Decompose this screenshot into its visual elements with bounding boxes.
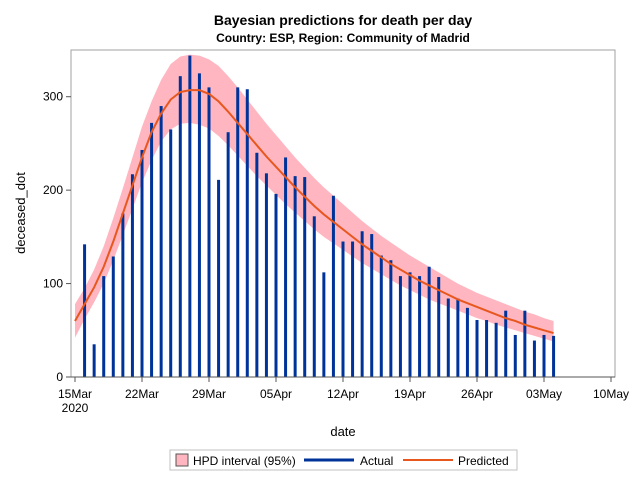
bar-actual: [341, 241, 345, 377]
bar-actual: [513, 334, 517, 377]
y-tick-label: 100: [43, 277, 63, 291]
bar-actual: [351, 241, 355, 377]
line-predicted: [74, 89, 554, 335]
bar-actual: [140, 149, 144, 377]
bar-actual: [293, 176, 297, 377]
bar-actual: [255, 152, 259, 377]
y-tick-label: 200: [43, 183, 63, 197]
bar-actual: [475, 320, 479, 377]
x-tick-sublabel: 2020: [62, 401, 89, 415]
x-tick-label: 19Apr: [394, 387, 426, 401]
chart-title: Bayesian predictions for death per day: [214, 12, 473, 28]
x-tick-label: 22Mar: [125, 387, 159, 401]
x-tick-label: 03May: [526, 387, 562, 401]
bar-actual: [494, 322, 498, 377]
bar-actual: [207, 87, 211, 377]
bar-actual: [532, 340, 536, 377]
x-tick-label: 12Apr: [327, 387, 359, 401]
bar-actual: [398, 276, 402, 377]
legend-frame: [169, 449, 518, 471]
bar-actual: [130, 174, 134, 377]
bar-actual: [150, 122, 154, 377]
bar-actual: [159, 106, 163, 378]
x-tick-label: 26Apr: [461, 387, 493, 401]
bar-actual: [322, 272, 326, 377]
legend: HPD interval (95%) Actual Predicted: [169, 449, 518, 471]
x-tick-label: 29Mar: [192, 387, 226, 401]
bar-actual: [552, 335, 556, 377]
bar-actual: [217, 179, 221, 377]
legend-label-actual: Actual: [360, 454, 393, 468]
y-axis-label: deceased_dot: [13, 172, 28, 254]
bar-actual: [274, 193, 278, 377]
bar-actual: [360, 231, 364, 377]
x-tick-label: 10May: [593, 387, 629, 401]
bar-actual: [446, 298, 450, 377]
bar-actual: [236, 87, 240, 377]
bar-actual: [169, 129, 173, 377]
y-tick-label: 0: [56, 370, 63, 384]
bar-actual: [379, 255, 383, 377]
bar-actual: [465, 307, 469, 377]
bar-actual: [312, 216, 316, 377]
legend-label-predicted: Predicted: [458, 454, 509, 468]
y-tick-label: 300: [43, 90, 63, 104]
bar-actual: [178, 76, 182, 377]
bar-actual: [264, 173, 268, 377]
bar-actual: [418, 276, 422, 377]
bar-actual: [111, 256, 115, 377]
bar-actual: [408, 272, 412, 377]
bar-actual: [523, 310, 527, 377]
chart-subtitle: Country: ESP, Region: Community of Madri…: [216, 31, 470, 45]
bar-actual: [485, 320, 489, 377]
plot-area: [74, 54, 556, 378]
bar-actual: [92, 344, 96, 377]
bar-actual: [121, 213, 125, 377]
x-tick-label: 15Mar: [58, 387, 92, 401]
bar-actual: [542, 334, 546, 377]
bar-actual: [188, 55, 192, 377]
bar-actual: [370, 234, 374, 377]
legend-label-hpd: HPD interval (95%): [193, 454, 296, 468]
bar-actual: [427, 266, 431, 377]
bar-actual: [389, 260, 393, 377]
hpd-band: [75, 54, 554, 342]
bar-actual: [83, 244, 87, 377]
bar-actual: [504, 310, 508, 377]
x-axis-label: date: [330, 424, 355, 439]
legend-swatch-hpd: [175, 453, 189, 467]
bar-actual: [102, 276, 106, 377]
bar-actual: [303, 177, 307, 377]
bar-actual: [456, 298, 460, 377]
bar-actual: [197, 73, 201, 377]
bar-actual: [437, 277, 441, 377]
bar-actual: [245, 89, 249, 378]
x-tick-label: 05Apr: [260, 387, 292, 401]
bar-actual: [284, 157, 288, 377]
bar-actual: [226, 132, 230, 377]
bar-actual: [331, 195, 335, 377]
